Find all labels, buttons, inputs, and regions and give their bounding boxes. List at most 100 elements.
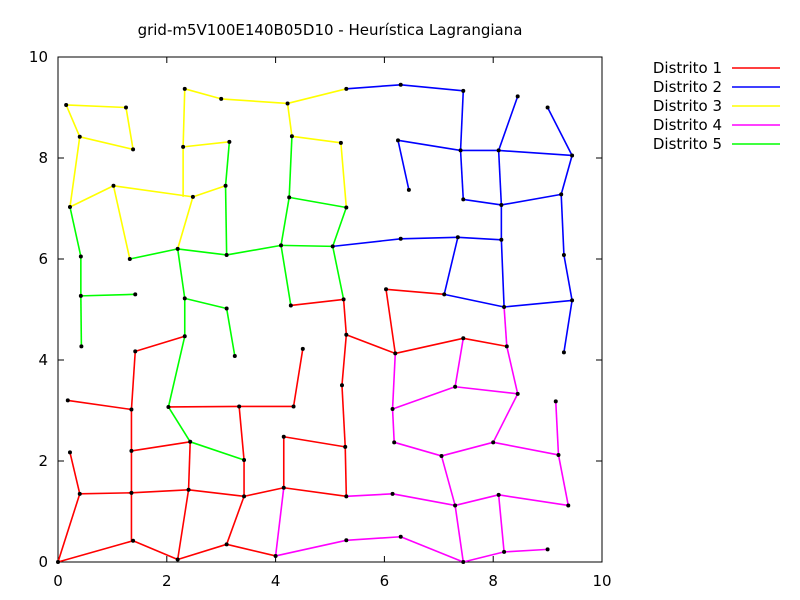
edge: [184, 297, 227, 310]
edge: [385, 289, 397, 354]
edge: [393, 441, 442, 457]
edge: [226, 543, 276, 557]
edge: [463, 337, 507, 348]
node-point: [181, 144, 186, 149]
edge: [463, 198, 502, 206]
node-point: [182, 334, 187, 339]
node-point: [129, 490, 134, 495]
edge: [341, 334, 348, 386]
edge: [346, 535, 401, 542]
node-point: [442, 292, 447, 297]
edge: [292, 348, 304, 407]
edge: [177, 543, 227, 561]
x-tick-label: 10: [592, 572, 611, 590]
node-point: [224, 252, 229, 257]
node-point: [129, 448, 134, 453]
node-point: [570, 153, 575, 158]
node-point: [300, 346, 305, 351]
node-point: [67, 204, 72, 209]
node-point: [570, 298, 575, 303]
edge: [392, 386, 456, 410]
node-point: [515, 391, 520, 396]
edge: [342, 299, 348, 335]
edge: [289, 196, 347, 209]
edge: [341, 385, 347, 447]
node-point: [281, 485, 286, 490]
edge: [391, 353, 397, 410]
node-point: [124, 105, 128, 110]
node-point: [384, 287, 389, 292]
edge: [113, 184, 194, 198]
edge: [176, 489, 190, 560]
edge: [504, 548, 548, 553]
edge: [130, 351, 137, 410]
edge: [454, 494, 499, 507]
edge: [287, 88, 347, 105]
node-point: [390, 406, 395, 411]
edge: [444, 293, 505, 308]
node-point: [455, 235, 460, 240]
edge: [67, 399, 132, 411]
series-4: [274, 306, 570, 563]
y-tick-label: 0: [38, 553, 48, 571]
edge: [331, 246, 345, 300]
node-point: [499, 237, 504, 242]
legend-label: Distrito 1: [653, 59, 722, 77]
node-point: [515, 94, 520, 99]
edge: [66, 104, 127, 109]
edge: [440, 455, 456, 506]
edge: [57, 493, 81, 563]
node-point: [242, 494, 247, 499]
node-point: [491, 440, 496, 445]
node-point: [344, 494, 349, 499]
edge: [69, 185, 114, 208]
edge: [493, 441, 559, 456]
edge: [112, 185, 131, 260]
edge: [125, 107, 134, 150]
edge: [129, 248, 178, 260]
edge: [182, 88, 186, 147]
node-point: [553, 399, 558, 404]
x-tick-label: 0: [53, 572, 63, 590]
edge: [443, 237, 459, 295]
edge: [281, 244, 333, 248]
edge: [132, 540, 178, 561]
legend-label: Distrito 5: [653, 135, 722, 153]
node-point: [285, 101, 290, 106]
edge: [400, 536, 464, 563]
node-point: [566, 503, 571, 508]
node-point: [461, 88, 466, 93]
node-point: [339, 383, 344, 388]
node-point: [67, 450, 72, 455]
edge: [400, 83, 464, 92]
node-point: [273, 553, 278, 558]
edge: [501, 193, 562, 206]
edge: [392, 493, 456, 507]
edge: [69, 452, 81, 495]
node-point: [392, 440, 397, 445]
edge: [226, 244, 282, 256]
y-tick-label: 10: [29, 48, 48, 66]
node-point: [182, 86, 187, 91]
district-edges: [57, 83, 573, 563]
node-point: [545, 105, 550, 110]
node-point: [175, 246, 180, 251]
edge: [332, 238, 401, 248]
edge: [176, 248, 186, 299]
legend-label: Distrito 4: [653, 116, 722, 134]
edge: [554, 401, 560, 455]
series-3: [65, 88, 348, 260]
edge: [503, 306, 508, 347]
node-point: [224, 306, 229, 311]
edge: [167, 406, 191, 443]
node-point: [559, 192, 564, 197]
node-point: [338, 140, 343, 145]
edge: [192, 185, 226, 198]
node-point: [279, 243, 284, 248]
edge: [563, 254, 573, 301]
edge: [498, 494, 569, 507]
edge: [168, 405, 240, 408]
edge: [79, 136, 134, 151]
node-point: [330, 244, 335, 249]
